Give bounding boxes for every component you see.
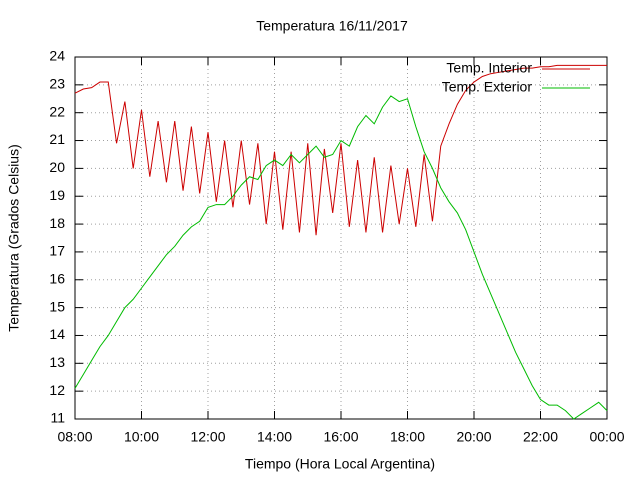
y-tick-label: 24 bbox=[49, 48, 65, 64]
series-line bbox=[74, 95, 608, 420]
y-tick-label: 21 bbox=[49, 131, 65, 147]
y-tick-label: 15 bbox=[49, 298, 65, 314]
legend-label: Temp. Interior bbox=[446, 60, 532, 76]
x-axis-label: Tiempo (Hora Local Argentina) bbox=[245, 456, 435, 472]
x-tick-label: 12:00 bbox=[190, 429, 225, 445]
chart-title: Temperatura 16/11/2017 bbox=[256, 18, 408, 34]
y-tick-label: 18 bbox=[49, 215, 65, 231]
y-tick-label: 16 bbox=[49, 270, 65, 286]
x-tick-label: 00:00 bbox=[589, 429, 624, 445]
x-tick-label: 14:00 bbox=[257, 429, 292, 445]
y-tick-label: 22 bbox=[49, 103, 65, 119]
y-tick-label: 13 bbox=[49, 354, 65, 370]
x-tick-label: 08:00 bbox=[57, 429, 92, 445]
y-tick-label: 19 bbox=[49, 187, 65, 203]
x-tick-label: 18:00 bbox=[390, 429, 425, 445]
x-tick-label: 16:00 bbox=[323, 429, 358, 445]
y-tick-label: 11 bbox=[50, 410, 65, 426]
y-tick-label: 23 bbox=[49, 76, 65, 92]
x-tick-label: 20:00 bbox=[456, 429, 491, 445]
legend-label: Temp. Exterior bbox=[442, 79, 533, 95]
x-tick-label: 22:00 bbox=[523, 429, 558, 445]
y-tick-label: 20 bbox=[49, 159, 65, 175]
series-line bbox=[74, 64, 607, 236]
y-tick-label: 17 bbox=[49, 243, 65, 259]
y-axis-label: Temperatura (Grados Celsius) bbox=[6, 144, 22, 332]
x-tick-label: 10:00 bbox=[124, 429, 159, 445]
y-tick-label: 14 bbox=[49, 326, 65, 342]
plot-frame bbox=[74, 56, 608, 420]
y-tick-label: 12 bbox=[49, 382, 65, 398]
